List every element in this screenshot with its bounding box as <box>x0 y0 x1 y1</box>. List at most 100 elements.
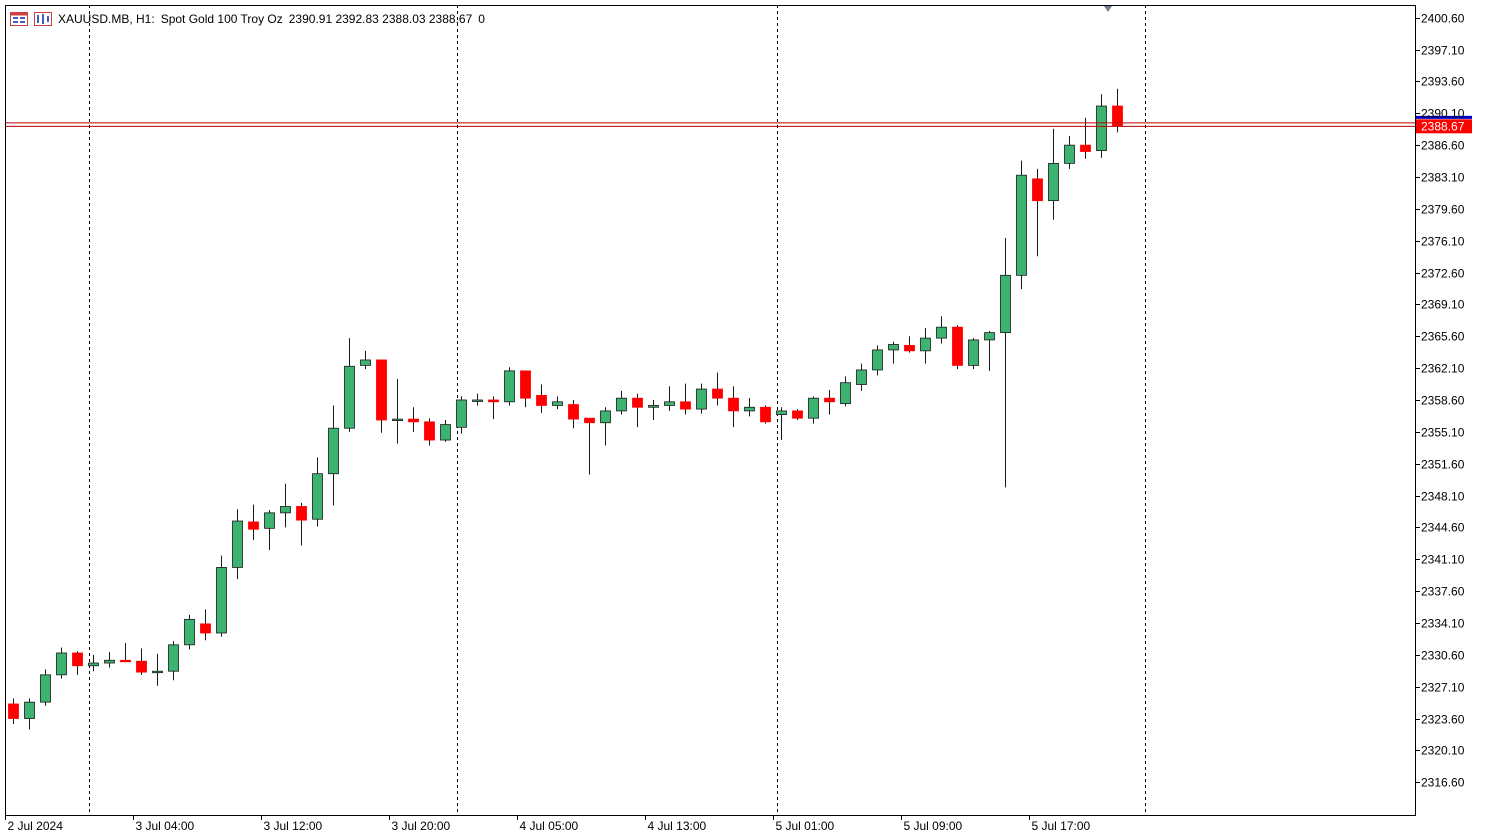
candle-43 <box>696 383 707 414</box>
candle-body-26 <box>424 421 435 441</box>
candle-24 <box>392 379 403 444</box>
candle-body-33 <box>536 395 547 406</box>
candle-body-5 <box>88 662 99 667</box>
y-tick-label-15: 2348.10 <box>1421 490 1465 504</box>
candle-18 <box>296 502 307 546</box>
candle-54 <box>872 345 883 376</box>
candle-40 <box>648 399 659 421</box>
trade-tools-icon[interactable] <box>34 12 52 26</box>
chart-shift-marker <box>1104 6 1112 12</box>
candle-35 <box>568 399 579 429</box>
plot-area-border <box>5 5 1416 816</box>
candle-body-32 <box>520 370 531 399</box>
y-tick-label-3: 2390.10 <box>1421 107 1465 121</box>
candle-52 <box>840 376 851 407</box>
y-tick-label-19: 2334.10 <box>1421 617 1465 631</box>
candle-37 <box>600 407 611 446</box>
candle-28 <box>456 396 467 434</box>
header-extra-value: 0 <box>478 12 485 26</box>
y-tick-label-1: 2397.10 <box>1421 44 1465 58</box>
candle-33 <box>536 384 547 413</box>
candle-body-56 <box>904 344 915 352</box>
y-tick-label-10: 2365.60 <box>1421 330 1465 344</box>
candle-15 <box>248 504 259 541</box>
candle-body-12 <box>200 623 211 634</box>
candle-body-35 <box>568 404 579 420</box>
candle-31 <box>504 367 515 406</box>
candle-body-21 <box>344 365 355 429</box>
y-tick-label-14: 2351.60 <box>1421 458 1465 472</box>
candle-56 <box>904 336 915 353</box>
candle-body-42 <box>680 401 691 410</box>
candle-25 <box>408 407 419 432</box>
candle-body-38 <box>616 397 627 412</box>
candle-body-4 <box>72 652 83 667</box>
candle-30 <box>488 396 499 420</box>
candle-3 <box>56 647 67 679</box>
candle-38 <box>616 390 627 415</box>
candle-body-8 <box>136 660 147 673</box>
candle-body-47 <box>760 406 771 423</box>
candle-27 <box>440 420 451 442</box>
candle-body-66 <box>1064 144 1075 164</box>
candle-42 <box>680 383 691 415</box>
y-tick-label-18: 2337.60 <box>1421 585 1465 599</box>
candle-body-62 <box>1000 274 1011 334</box>
candle-12 <box>200 609 211 641</box>
candle-26 <box>424 418 435 446</box>
candle-body-59 <box>952 326 963 366</box>
candle-body-27 <box>440 424 451 441</box>
candle-4 <box>72 651 83 675</box>
chart-window-icon[interactable] <box>10 12 28 26</box>
candle-body-46 <box>744 406 755 412</box>
candle-body-1 <box>24 701 35 719</box>
candle-66 <box>1064 136 1075 169</box>
candle-body-6 <box>104 659 115 664</box>
candle-body-60 <box>968 339 979 366</box>
candle-body-64 <box>1032 178 1043 202</box>
candle-body-49 <box>792 410 803 419</box>
candle-16 <box>264 510 275 551</box>
y-tick-label-5: 2383.10 <box>1421 171 1465 185</box>
candle-57 <box>920 328 931 364</box>
candle-body-61 <box>984 332 995 341</box>
candle-body-43 <box>696 388 707 410</box>
candle-body-10 <box>168 644 179 672</box>
candle-body-67 <box>1080 144 1091 152</box>
x-tick-label-0: 2 Jul 2024 <box>8 819 64 833</box>
candle-body-3 <box>56 652 67 676</box>
candle-63 <box>1016 160 1027 289</box>
candle-body-44 <box>712 388 723 399</box>
x-tick-label-3: 3 Jul 20:00 <box>392 819 451 833</box>
candle-21 <box>344 338 355 432</box>
y-tick-label-16: 2344.60 <box>1421 521 1465 535</box>
candle-body-52 <box>840 382 851 405</box>
ask-price-marker <box>1416 115 1472 119</box>
candle-body-22 <box>360 359 371 366</box>
candle-body-20 <box>328 427 339 475</box>
candle-58 <box>936 316 947 344</box>
candle-body-24 <box>392 418 403 422</box>
candle-body-45 <box>728 397 739 412</box>
candle-body-7 <box>120 659 131 663</box>
candle-body-29 <box>472 399 483 402</box>
candle-body-25 <box>408 418 419 423</box>
y-tick-label-0: 2400.60 <box>1421 12 1465 26</box>
candle-9 <box>152 653 163 686</box>
candle-65 <box>1048 128 1059 220</box>
candle-body-51 <box>824 397 835 403</box>
x-tick-label-8: 5 Jul 17:00 <box>1032 819 1091 833</box>
candle-body-58 <box>936 326 947 339</box>
candle-45 <box>728 386 739 428</box>
ohlc-values: 2390.91 2392.83 2388.03 2388.67 <box>288 12 473 26</box>
candle-body-11 <box>184 618 195 646</box>
candle-body-68 <box>1096 105 1107 152</box>
x-tick-label-6: 5 Jul 01:00 <box>776 819 835 833</box>
candle-body-63 <box>1016 174 1027 276</box>
candle-body-39 <box>632 397 643 408</box>
candle-61 <box>984 330 995 371</box>
candle-51 <box>824 389 835 415</box>
y-tick-label-6: 2379.60 <box>1421 203 1465 217</box>
candle-body-31 <box>504 370 515 403</box>
